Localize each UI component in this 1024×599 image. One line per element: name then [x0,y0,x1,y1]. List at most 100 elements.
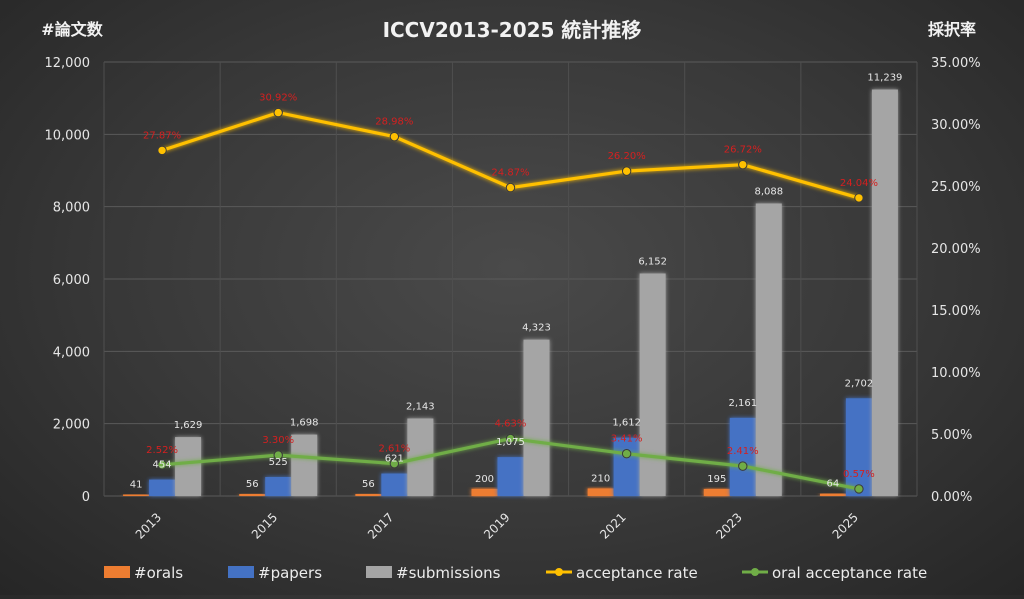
rate-label-acceptance-rate: 27.87% [143,130,181,141]
data-label-papers: 2,161 [728,398,757,409]
right-axis-tick: 10.00% [931,366,981,381]
data-label-papers: 454 [153,460,172,471]
bar-orals [703,488,730,496]
x-axis-tick: 2023 [713,510,744,541]
bar-papers [729,417,756,496]
legend-label: #orals [134,564,183,582]
data-label-orals: 56 [362,479,375,490]
data-label-submissions: 2,143 [406,401,435,412]
data-label-orals: 210 [591,473,610,484]
legend-label: oral acceptance rate [772,564,927,582]
rate-label-oral-acceptance-rate: 0.57% [843,469,875,480]
legend-label: acceptance rate [576,564,698,582]
bar-orals [239,493,266,496]
legend-swatch [104,566,130,578]
data-label-submissions: 4,323 [522,323,551,334]
x-axis-tick: 2021 [597,510,628,541]
legend-marker [555,568,563,576]
legend-label: #papers [258,564,322,582]
bar-papers [381,473,408,496]
bar-papers [149,479,176,496]
rate-label-acceptance-rate: 24.87% [491,168,529,179]
point-acceptance-rate [389,131,400,142]
rate-label-oral-acceptance-rate: 2.41% [727,446,759,457]
x-axis-tick: 2017 [365,510,396,541]
point-acceptance-rate [157,145,167,156]
rate-label-acceptance-rate: 30.92% [259,93,297,104]
bar-papers [497,457,524,496]
bar-papers [845,398,872,496]
gridlines [103,61,918,497]
point-oral-acceptance-rate [738,461,748,471]
data-label-submissions: 11,239 [867,73,902,84]
rate-label-oral-acceptance-rate: 3.30% [262,435,294,446]
left-axis-tick: 8,000 [53,201,90,216]
data-label-submissions: 1,629 [174,420,203,431]
left-axis-tick: 12,000 [45,56,91,71]
data-label-submissions: 6,152 [638,257,667,268]
bar-orals [819,493,846,496]
data-label-submissions: 1,698 [290,418,319,429]
data-label-orals: 200 [475,474,494,485]
point-oral-acceptance-rate [157,460,167,470]
bar-submissions [639,273,666,496]
left-axis-tick: 10,000 [45,128,91,143]
bar-orals [587,488,614,496]
point-acceptance-rate [738,159,748,170]
point-acceptance-rate [273,107,283,118]
bar-submissions [291,434,318,496]
rate-label-oral-acceptance-rate: 4.63% [495,419,527,430]
left-axis-tick: 6,000 [53,273,90,288]
bar-orals [471,488,498,496]
data-label-orals: 56 [246,479,259,490]
point-oral-acceptance-rate [621,449,632,459]
right-axis-tick: 0.00% [931,490,972,505]
chart-title: ICCV2013-2025 統計推移 [383,18,642,42]
bar-submissions [523,339,550,496]
right-axis-tick: 5.00% [931,428,972,443]
point-oral-acceptance-rate [389,458,400,469]
rate-label-acceptance-rate: 24.04% [840,178,878,189]
rate-label-oral-acceptance-rate: 3.41% [611,434,643,445]
left-axis-tick: 4,000 [53,345,90,360]
left-axis-title: #論文数 [41,20,103,39]
legend-swatch [228,566,254,578]
bar-series [123,89,898,497]
point-acceptance-rate [621,166,632,176]
bar-papers [613,437,640,496]
bar-submissions [871,89,898,497]
bar-orals [123,494,150,496]
right-axis-tick: 20.00% [931,242,981,257]
left-axis-tick: 0 [82,490,90,505]
rate-label-acceptance-rate: 26.72% [724,145,762,156]
data-labels: 41 56 56 200 210 195 64 454 525 621 1,075 1,612 2,16… [130,73,903,491]
left-axis-tick: 2,000 [53,418,90,433]
point-oral-acceptance-rate [505,433,516,444]
right-axis-tick: 25.00% [931,180,981,195]
point-oral-acceptance-rate [854,484,864,494]
x-axis-tick: 2025 [830,510,861,541]
data-label-orals: 41 [130,480,143,491]
point-oral-acceptance-rate [273,450,283,460]
right-axis-tick: 30.00% [931,118,981,133]
data-label-papers: 621 [385,454,404,465]
legend-swatch [366,566,392,578]
bar-orals [355,493,382,496]
point-acceptance-rate [854,193,864,203]
x-axis-tick: 2015 [249,510,280,541]
data-label-papers: 2,702 [845,378,874,389]
bar-submissions [175,437,202,496]
right-axis-title: 採択率 [928,20,976,39]
x-axis-tick: 2013 [133,510,164,541]
bar-submissions [755,203,782,496]
line-series [157,107,864,494]
right-axis-tick: 15.00% [931,304,981,319]
legend: #orals #papers #submissions acceptance rate… [104,564,927,582]
point-acceptance-rate [505,182,516,193]
rate-label-acceptance-rate: 26.20% [608,151,646,162]
x-axis-tick: 2019 [481,510,512,541]
data-label-orals: 64 [827,479,840,490]
rate-label-acceptance-rate: 28.98% [375,117,413,128]
